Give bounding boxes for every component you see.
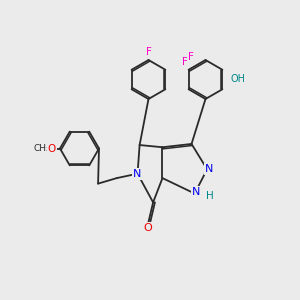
Text: F: F — [146, 46, 152, 57]
Text: OH: OH — [230, 74, 245, 84]
Text: H: H — [206, 191, 214, 201]
Text: O: O — [47, 143, 56, 154]
Text: CH₃: CH₃ — [33, 144, 50, 153]
Text: N: N — [192, 187, 200, 197]
Text: F: F — [146, 47, 152, 57]
Text: O: O — [143, 223, 152, 233]
Text: O: O — [47, 143, 56, 154]
Text: N: N — [205, 164, 214, 174]
Text: F: F — [188, 52, 194, 62]
Text: N: N — [134, 169, 142, 179]
Text: OH: OH — [231, 76, 246, 86]
Text: F: F — [182, 57, 188, 67]
